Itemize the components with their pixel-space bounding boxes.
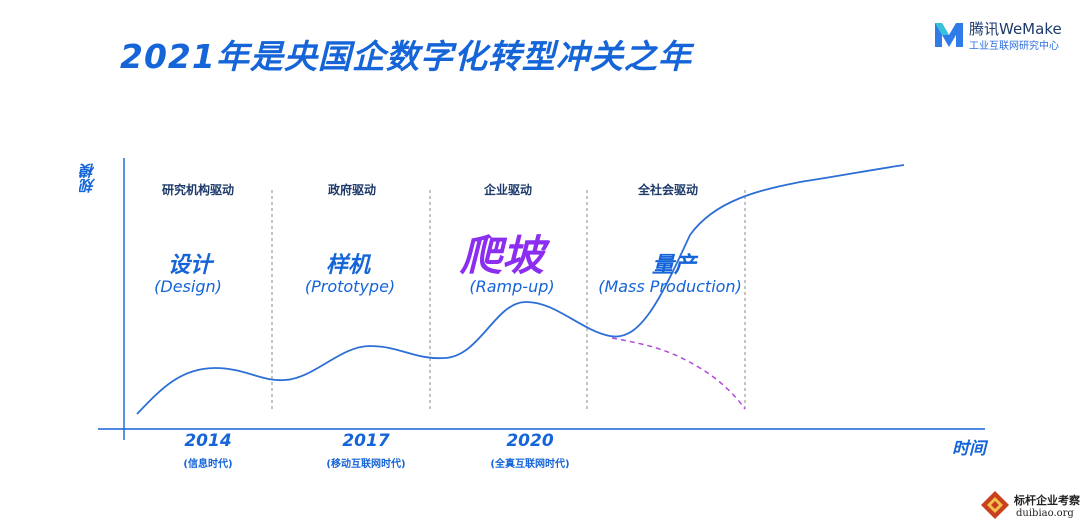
wemake-logo-icon — [935, 23, 963, 47]
brand-logo: 腾讯WeMake 工业互联网研究中心 — [933, 18, 1073, 54]
stage-name: 样机 — [325, 253, 371, 278]
milestone-era: (移动互联网时代) — [326, 459, 406, 470]
decline-curve — [611, 337, 746, 410]
diamond-logo-icon — [981, 491, 1009, 519]
stage-name-en: (Mass Production) — [598, 277, 742, 296]
page-title: 2021年是央国企数字化转型冲关之年 — [120, 37, 692, 76]
stage-name: 设计 — [167, 253, 213, 278]
stage-name: 量产 — [651, 253, 697, 278]
stage-name-en: (Prototype) — [304, 277, 396, 296]
watermark: 标杆企业考察 duibiao.org — [976, 488, 1080, 526]
brand-name: 腾讯WeMake — [969, 20, 1062, 38]
watermark-name: 标杆企业考察 — [1014, 494, 1080, 507]
stage-driver-label: 全社会驱动 — [637, 183, 699, 197]
y-axis-label: 规模 — [79, 163, 97, 193]
milestone-year: 2017 — [342, 431, 390, 451]
stage-driver-label: 企业驱动 — [483, 183, 533, 197]
stage-name-en: (Design) — [154, 277, 222, 296]
stage-driver-label: 政府驱动 — [327, 183, 377, 197]
milestone-year: 2014 — [184, 431, 232, 451]
stage-name-highlight: 爬坡 — [459, 231, 545, 280]
brand-subtitle: 工业互联网研究中心 — [969, 41, 1059, 52]
x-axis-label: 时间 — [952, 439, 986, 459]
milestone-era: (全真互联网时代) — [490, 459, 570, 470]
milestone-year: 2020 — [506, 431, 554, 451]
stage-name-en: (Ramp-up) — [469, 277, 555, 296]
stage-driver-label: 研究机构驱动 — [161, 183, 235, 197]
watermark-url: duibiao.org — [1016, 508, 1074, 519]
milestone-era: (信息时代) — [183, 459, 233, 470]
growth-curve — [136, 164, 905, 415]
